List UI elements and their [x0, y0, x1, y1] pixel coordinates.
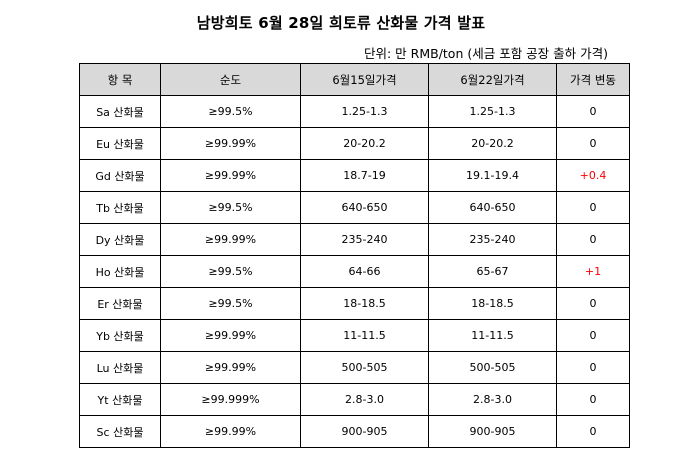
- cell-purity: ≥99.99%: [160, 223, 301, 256]
- cell-price-change: +0.4: [556, 159, 630, 192]
- cell-item: Yb 산화물: [79, 319, 161, 352]
- header-price-change: 가격 변동: [556, 63, 630, 96]
- cell-purity: ≥99.5%: [160, 191, 301, 224]
- unit-note: 단위: 만 RMB/ton (세금 포함 공장 출하 가격): [363, 46, 608, 61]
- header-price-jun15: 6월15일가격: [300, 63, 429, 96]
- cell-purity: ≥99.99%: [160, 319, 301, 352]
- cell-item: Ho 산화물: [79, 255, 161, 288]
- table-row: Yt 산화물 ≥99.999% 2.8-3.0 2.8-3.0 0: [79, 383, 630, 416]
- cell-item: Lu 산화물: [79, 351, 161, 384]
- cell-item: Er 산화물: [79, 287, 161, 320]
- cell-price-jun15: 640-650: [300, 191, 429, 224]
- cell-price-jun15: 64-66: [300, 255, 429, 288]
- cell-price-jun22: 1.25-1.3: [428, 95, 557, 128]
- cell-price-change: 0: [556, 191, 630, 224]
- header-price-jun22: 6월22일가격: [428, 63, 557, 96]
- cell-purity: ≥99.5%: [160, 287, 301, 320]
- cell-item: Sc 산화물: [79, 415, 161, 448]
- cell-price-change: 0: [556, 383, 630, 416]
- cell-item: Dy 산화물: [79, 223, 161, 256]
- table-row: Sc 산화물 ≥99.99% 900-905 900-905 0: [79, 415, 630, 448]
- header-item: 항 목: [79, 63, 161, 96]
- cell-price-change: 0: [556, 319, 630, 352]
- cell-purity: ≥99.99%: [160, 415, 301, 448]
- price-table: 항 목 순도 6월15일가격 6월22일가격 가격 변동 Sa 산화물 ≥99.5…: [79, 63, 630, 448]
- table-row: Er 산화물 ≥99.5% 18-18.5 18-18.5 0: [79, 287, 630, 320]
- header-purity: 순도: [160, 63, 301, 96]
- table-row: Gd 산화물 ≥99.99% 18.7-19 19.1-19.4 +0.4: [79, 159, 630, 192]
- table-row: Lu 산화물 ≥99.99% 500-505 500-505 0: [79, 351, 630, 384]
- cell-price-jun22: 11-11.5: [428, 319, 557, 352]
- cell-price-jun15: 20-20.2: [300, 127, 429, 160]
- cell-price-change: 0: [556, 95, 630, 128]
- cell-purity: ≥99.5%: [160, 95, 301, 128]
- table-row: Ho 산화물 ≥99.5% 64-66 65-67 +1: [79, 255, 630, 288]
- cell-price-jun15: 2.8-3.0: [300, 383, 429, 416]
- cell-item: Gd 산화물: [79, 159, 161, 192]
- cell-price-jun22: 900-905: [428, 415, 557, 448]
- cell-price-jun15: 11-11.5: [300, 319, 429, 352]
- cell-price-jun22: 65-67: [428, 255, 557, 288]
- cell-purity: ≥99.99%: [160, 159, 301, 192]
- cell-purity: ≥99.5%: [160, 255, 301, 288]
- cell-price-jun22: 2.8-3.0: [428, 383, 557, 416]
- cell-price-change: 0: [556, 351, 630, 384]
- table-row: Tb 산화물 ≥99.5% 640-650 640-650 0: [79, 191, 630, 224]
- cell-price-change: 0: [556, 127, 630, 160]
- cell-price-change: +1: [556, 255, 630, 288]
- cell-price-change: 0: [556, 415, 630, 448]
- table-row: Dy 산화물 ≥99.99% 235-240 235-240 0: [79, 223, 630, 256]
- cell-price-jun22: 18-18.5: [428, 287, 557, 320]
- cell-price-change: 0: [556, 223, 630, 256]
- cell-price-jun15: 1.25-1.3: [300, 95, 429, 128]
- cell-price-jun22: 500-505: [428, 351, 557, 384]
- cell-item: Eu 산화물: [79, 127, 161, 160]
- cell-item: Yt 산화물: [79, 383, 161, 416]
- cell-price-jun15: 500-505: [300, 351, 429, 384]
- cell-price-jun22: 19.1-19.4: [428, 159, 557, 192]
- table-row: Yb 산화물 ≥99.99% 11-11.5 11-11.5 0: [79, 319, 630, 352]
- page-title: 남방희토 6월 28일 희토류 산화물 가격 발표: [196, 14, 486, 32]
- table-row: Sa 산화물 ≥99.5% 1.25-1.3 1.25-1.3 0: [79, 95, 630, 128]
- cell-price-jun15: 900-905: [300, 415, 429, 448]
- cell-item: Sa 산화물: [79, 95, 161, 128]
- cell-price-jun15: 18-18.5: [300, 287, 429, 320]
- cell-price-jun22: 20-20.2: [428, 127, 557, 160]
- cell-price-jun22: 640-650: [428, 191, 557, 224]
- cell-price-jun15: 235-240: [300, 223, 429, 256]
- cell-purity: ≥99.999%: [160, 383, 301, 416]
- cell-price-change: 0: [556, 287, 630, 320]
- cell-purity: ≥99.99%: [160, 127, 301, 160]
- table-header-row: 항 목 순도 6월15일가격 6월22일가격 가격 변동: [79, 63, 630, 96]
- cell-price-jun15: 18.7-19: [300, 159, 429, 192]
- cell-item: Tb 산화물: [79, 191, 161, 224]
- cell-purity: ≥99.99%: [160, 351, 301, 384]
- table-row: Eu 산화물 ≥99.99% 20-20.2 20-20.2 0: [79, 127, 630, 160]
- cell-price-jun22: 235-240: [428, 223, 557, 256]
